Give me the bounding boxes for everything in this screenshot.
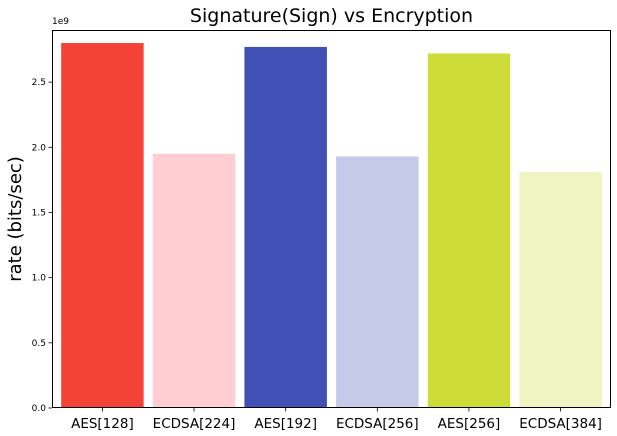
y-tick-label: 2.5 [32, 78, 46, 88]
bar-4 [427, 53, 511, 409]
y-axis-offset-label: 1e9 [52, 17, 69, 27]
chart-title: Signature(Sign) vs Encryption [190, 5, 473, 27]
x-tick-label: ECDSA[384] [519, 416, 602, 432]
y-tick-label: 1.5 [32, 208, 46, 218]
bar-1 [152, 153, 236, 408]
x-tick-label: ECDSA[224] [153, 416, 236, 432]
x-tick-label: ECDSA[256] [336, 416, 419, 432]
y-tick-label: 0.0 [32, 404, 47, 414]
x-tick-label: AES[128] [71, 416, 134, 432]
plot-frame [52, 30, 611, 408]
x-tick-label: AES[192] [254, 416, 317, 432]
bar-2 [244, 46, 327, 409]
y-tick-label: 1.0 [32, 274, 47, 284]
bar-0 [61, 43, 144, 408]
x-tick-label: AES[256] [438, 416, 501, 432]
y-axis-label: rate (bits/sec) [5, 156, 26, 282]
y-tick-label: 2.0 [32, 143, 47, 153]
bar-5 [519, 172, 602, 408]
y-tick-label: 0.5 [32, 339, 46, 349]
bar-3 [336, 156, 419, 408]
x-axis-ticks: AES[128] ECDSA[224] AES[192] ECDSA[256] AES[… [71, 408, 602, 432]
bars-group [61, 43, 602, 409]
y-axis-ticks: 0.0 0.5 1.0 1.5 2.0 2.5 [32, 78, 52, 414]
